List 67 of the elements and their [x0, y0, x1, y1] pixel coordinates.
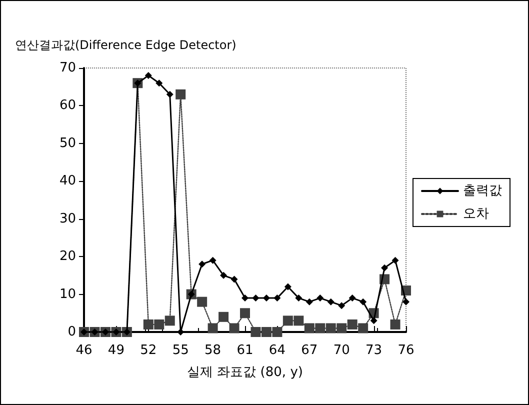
point — [294, 316, 304, 326]
point — [370, 317, 378, 324]
point — [304, 323, 314, 334]
point — [338, 302, 346, 310]
point — [390, 319, 400, 330]
point — [316, 294, 324, 302]
x-tick-label: 58 — [204, 343, 222, 358]
point — [262, 294, 270, 302]
point — [220, 272, 228, 279]
point — [326, 323, 336, 334]
point — [218, 312, 229, 322]
point — [229, 323, 240, 334]
y-tick-label: 0 — [68, 324, 76, 340]
point — [143, 319, 154, 330]
point — [402, 298, 410, 306]
y-tick-label: 20 — [59, 249, 76, 264]
point — [295, 294, 302, 302]
point — [166, 90, 174, 98]
x-tick-label: 55 — [172, 343, 189, 358]
y-tick-label: 40 — [59, 174, 76, 189]
x-tick-label: 52 — [140, 343, 157, 358]
point — [261, 327, 272, 337]
point — [347, 319, 358, 330]
point — [242, 294, 248, 302]
point — [250, 327, 261, 337]
point — [198, 260, 206, 268]
legend-label: 오차 — [463, 206, 489, 222]
x-tick-label: 46 — [76, 343, 92, 358]
point — [392, 256, 399, 264]
point — [315, 323, 326, 334]
point — [144, 72, 152, 80]
point — [306, 298, 313, 306]
y-tick-label: 50 — [59, 136, 76, 151]
point — [156, 80, 163, 87]
point — [327, 298, 334, 306]
point — [284, 283, 292, 290]
point — [282, 316, 293, 326]
point — [336, 323, 347, 334]
x-tick-label: 49 — [108, 343, 124, 358]
point — [272, 327, 282, 337]
point — [240, 308, 250, 318]
x-tick-label: 73 — [366, 343, 382, 358]
x-tick-label: 76 — [398, 343, 414, 358]
point — [208, 323, 218, 334]
point — [176, 89, 186, 100]
point — [274, 294, 281, 302]
y-tick-label: 10 — [59, 286, 76, 302]
y-tick-label: 30 — [59, 211, 76, 226]
y-tick-label: 60 — [59, 98, 76, 114]
point — [154, 319, 164, 330]
y-tick-label: 70 — [59, 60, 76, 76]
point — [164, 316, 175, 326]
x-axis-title: 실제 좌표값 (80, y) — [187, 365, 303, 380]
point — [360, 298, 367, 306]
point — [197, 296, 208, 307]
x-tick-label: 70 — [333, 343, 350, 358]
point — [348, 294, 356, 302]
point — [358, 323, 368, 334]
point — [230, 276, 238, 283]
y-axis-title: 연산결과값(Difference Edge Detector) — [15, 38, 236, 52]
point — [209, 256, 216, 264]
x-tick-label: 64 — [268, 343, 286, 358]
point — [252, 294, 260, 302]
x-tick-label: 67 — [301, 343, 318, 358]
point — [381, 264, 388, 272]
x-tick-label: 61 — [236, 343, 254, 358]
legend-label: 출력값 — [463, 184, 502, 198]
